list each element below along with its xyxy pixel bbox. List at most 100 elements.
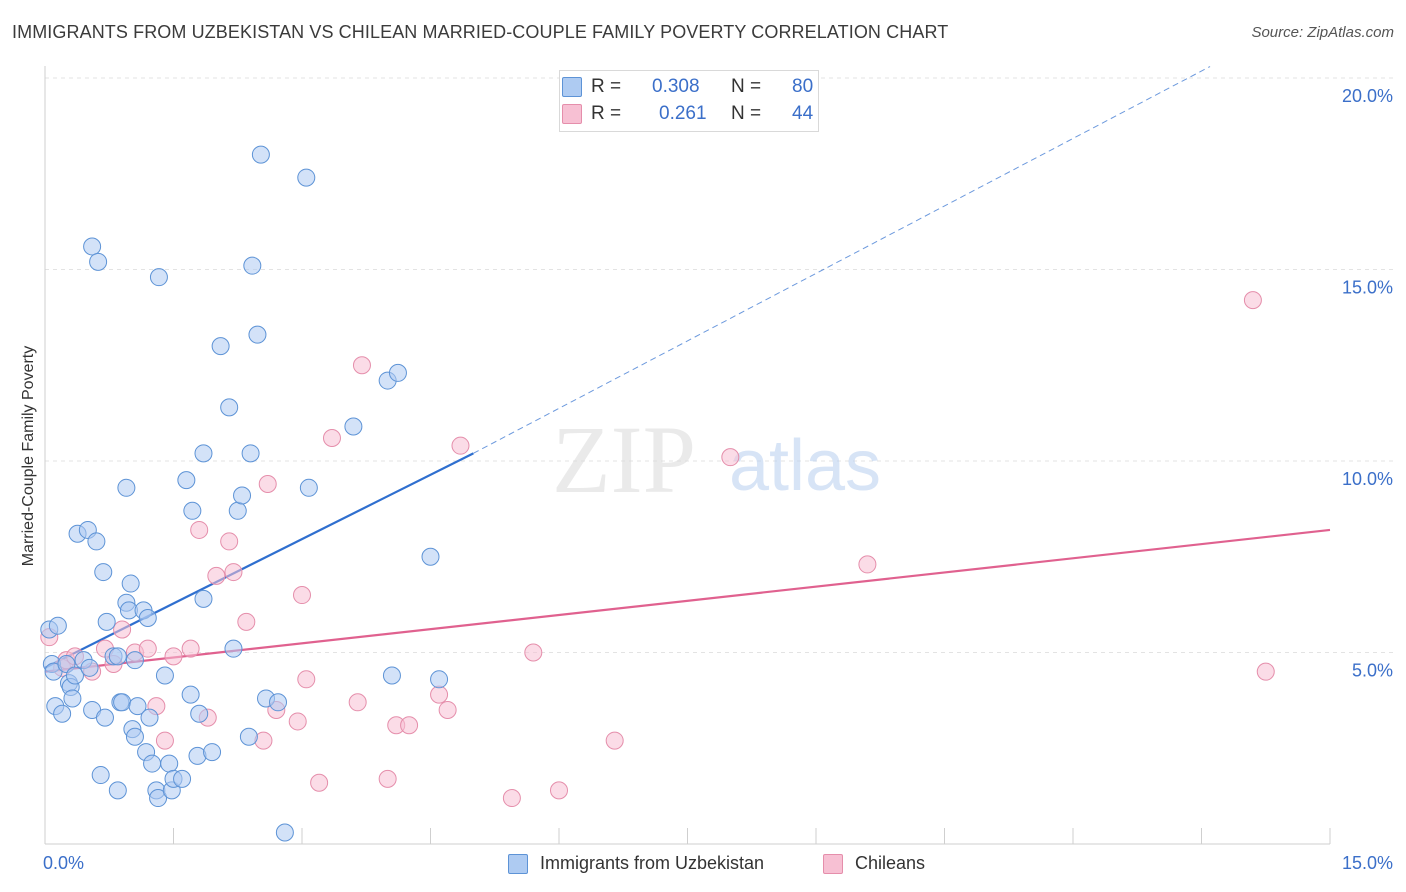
y-tick-label: 10.0%	[1342, 469, 1393, 489]
pink-point	[378, 769, 397, 788]
pink-point	[352, 356, 371, 375]
data-points	[40, 145, 1275, 842]
blue-point	[149, 789, 168, 808]
n-label: N =	[731, 76, 762, 97]
blue-point	[53, 704, 72, 723]
blue-swatch	[562, 77, 582, 97]
blue-point	[211, 337, 230, 356]
trend-line-chileans	[44, 528, 1331, 673]
blue-point	[194, 444, 213, 463]
blue-point	[299, 478, 318, 497]
blue-swatch	[508, 853, 528, 874]
watermark-atlas: atlas	[729, 426, 881, 506]
blue-point	[125, 651, 144, 670]
blue-point	[224, 639, 243, 658]
pink-point	[138, 639, 157, 658]
y-tick-label: 15.0%	[1342, 278, 1393, 298]
blue-point	[177, 471, 196, 490]
tick-labels: 5.0% 10.0% 15.0% 20.0% 0.0% 15.0%	[43, 86, 1393, 873]
pink-point	[550, 781, 568, 800]
blue-point	[344, 417, 363, 436]
pink-point	[181, 639, 200, 658]
blue-point	[94, 563, 113, 582]
blue-point	[220, 398, 239, 417]
blue-point	[108, 647, 127, 666]
blue-point	[149, 268, 168, 287]
trend-lines	[44, 66, 1331, 673]
blue-point	[125, 727, 144, 746]
blue-point	[181, 685, 200, 704]
x-tick-label: 0.0%	[43, 853, 84, 873]
blue-point	[95, 708, 114, 727]
pink-point	[430, 685, 449, 704]
blue-point	[80, 658, 99, 677]
blue-point	[63, 689, 82, 708]
blue-point	[183, 501, 202, 520]
blue-point	[117, 478, 136, 497]
y-tick-label: 20.0%	[1342, 86, 1393, 106]
pink-point	[400, 716, 419, 735]
blue-point	[121, 574, 140, 593]
blue-point	[91, 766, 110, 785]
pink-point	[293, 586, 311, 605]
blue-point	[160, 754, 179, 773]
pink-point	[524, 643, 543, 662]
pink-point	[502, 789, 521, 808]
legend-item-chileans[interactable]: Chileans	[823, 853, 925, 874]
r-value: 0.308	[652, 76, 700, 97]
blue-point	[48, 616, 67, 635]
blue-point	[83, 237, 102, 256]
blue-point	[128, 697, 147, 716]
pink-point	[605, 731, 624, 750]
pink-point	[224, 563, 243, 582]
pink-swatch	[823, 853, 843, 874]
blue-point	[275, 823, 294, 842]
pink-point	[310, 773, 329, 792]
pink-swatch	[562, 104, 582, 124]
pink-point	[207, 566, 226, 585]
pink-point	[297, 670, 316, 689]
blue-point	[87, 532, 106, 551]
blue-point	[89, 252, 108, 271]
blue-point	[421, 547, 440, 566]
pink-point	[258, 474, 277, 493]
blue-point	[113, 693, 132, 712]
r-label: R =	[591, 103, 622, 124]
blue-point	[388, 363, 407, 382]
pink-point	[348, 693, 367, 712]
trend-line-uzbekistan-extension	[473, 66, 1211, 454]
chart-title: IMMIGRANTS FROM UZBEKISTAN VS CHILEAN MA…	[12, 22, 949, 42]
blue-point	[251, 145, 270, 164]
legend-item-uzbekistan[interactable]: Immigrants from Uzbekistan	[508, 853, 764, 874]
blue-point	[108, 781, 127, 800]
blue-point	[430, 670, 449, 689]
r-label: R =	[591, 76, 622, 97]
blue-point	[140, 708, 159, 727]
blue-point	[228, 501, 247, 520]
pink-point	[164, 647, 183, 666]
y-tick-label: 5.0%	[1352, 661, 1393, 681]
pink-point	[155, 731, 174, 750]
blue-point	[382, 666, 401, 685]
blue-point	[143, 754, 162, 773]
pink-point	[721, 448, 740, 467]
blue-point	[190, 704, 209, 723]
blue-point	[138, 609, 157, 628]
blue-point	[97, 612, 116, 631]
blue-point	[65, 666, 84, 685]
pink-point	[288, 712, 307, 731]
n-label: N =	[731, 103, 762, 124]
blue-point	[173, 769, 192, 788]
blue-point	[241, 444, 260, 463]
pink-point	[1243, 291, 1262, 310]
pink-point	[220, 532, 239, 551]
blue-point	[239, 727, 258, 746]
watermark-zip: ZIP	[552, 406, 696, 513]
pink-point	[858, 555, 877, 574]
blue-point	[155, 666, 174, 685]
pink-point	[1256, 662, 1275, 681]
pink-point	[113, 620, 132, 639]
pink-point	[438, 700, 457, 719]
legend-label: Immigrants from Uzbekistan	[540, 853, 765, 873]
